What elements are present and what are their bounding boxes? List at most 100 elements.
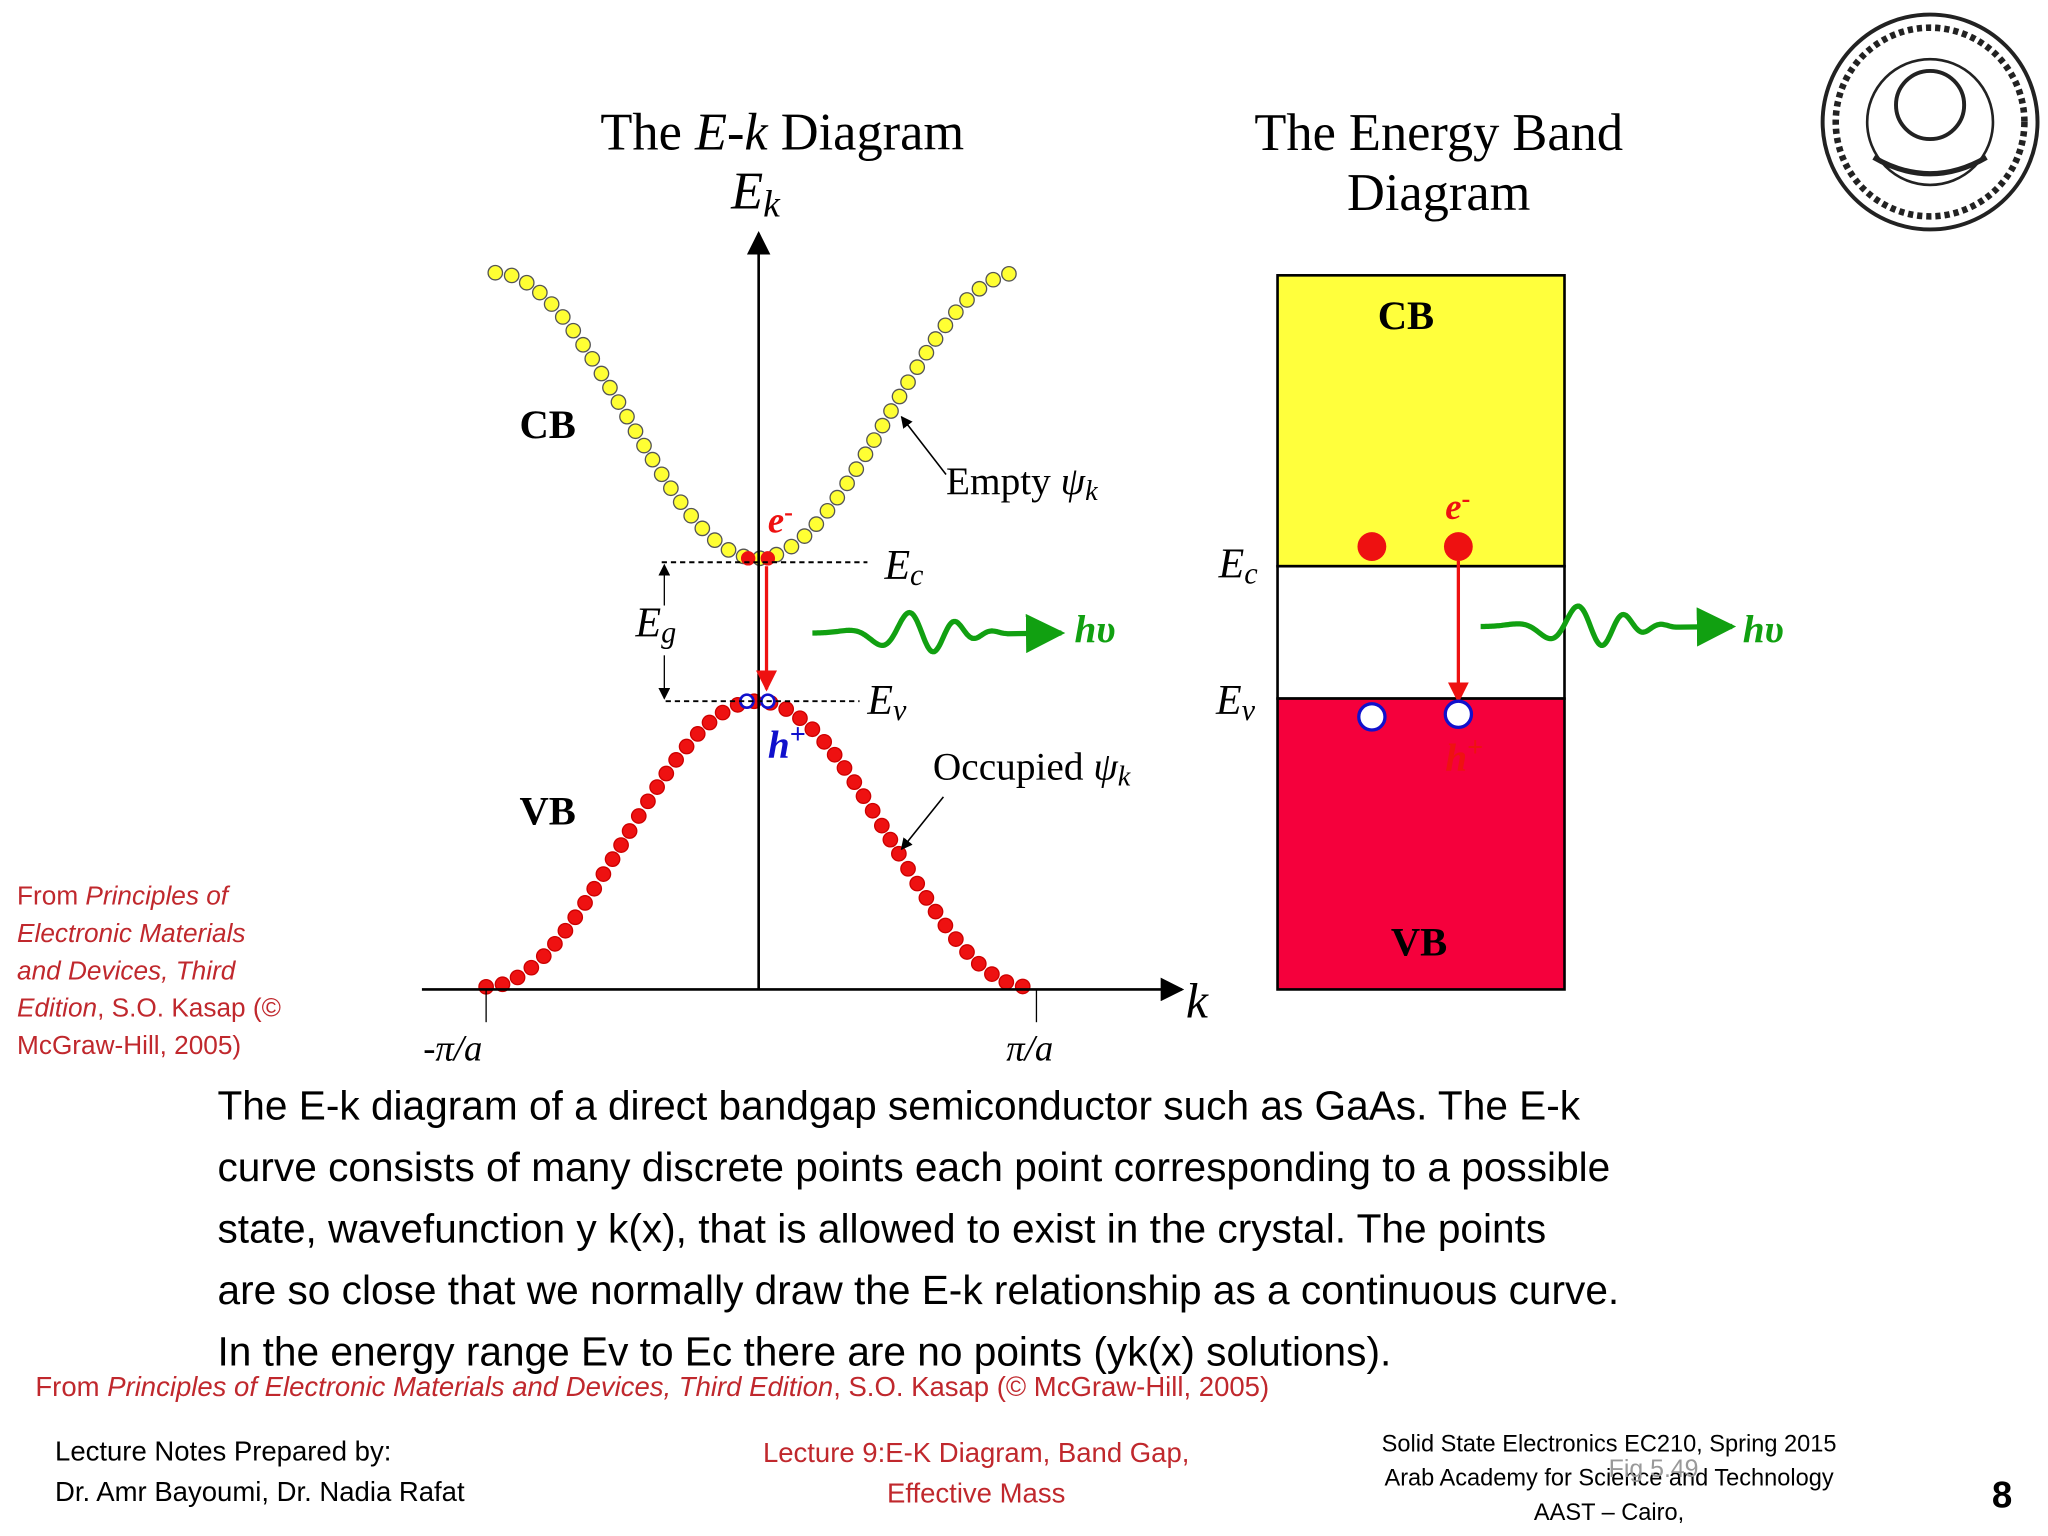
- vb-state: [959, 944, 975, 960]
- diagram-marks: [421, 231, 1737, 1023]
- vb-state: [535, 948, 552, 965]
- k-max-label-part: π/a: [1006, 1028, 1053, 1069]
- k-min-label: -π/a: [423, 1028, 482, 1069]
- ec-label-part: E: [1218, 541, 1245, 587]
- electron: [1357, 532, 1387, 561]
- band-title: Diagram: [1347, 164, 1530, 222]
- footer-right: AAST – Cairo,: [1534, 1499, 1684, 1525]
- ev-label: Ev: [866, 677, 907, 726]
- cb-state: [819, 502, 836, 519]
- source-note-part: From: [35, 1371, 107, 1402]
- figure-number: Fig 5.49: [1609, 1455, 1699, 1483]
- empty-label: Empty ψk: [946, 459, 1098, 507]
- source-note-part: McGraw-Hill, 2005): [17, 1030, 241, 1060]
- pointer: [900, 796, 945, 851]
- vb-state: [998, 974, 1015, 990]
- vb-state: [778, 701, 795, 717]
- electron: [760, 551, 776, 566]
- ec-label-part: c: [1244, 556, 1258, 590]
- footer-right: Arab Academy for Science and Technology: [1384, 1465, 1833, 1491]
- cb-state: [848, 461, 865, 478]
- cb-state: [543, 296, 560, 312]
- source-note: and Devices, Third: [17, 955, 237, 985]
- footer-left: Dr. Amr Bayoumi, Dr. Nadia Rafat: [55, 1476, 465, 1507]
- photon-wave: [812, 609, 1066, 655]
- source-note: From Principles of Electronic Materials …: [35, 1371, 1269, 1402]
- photon-label: hυ: [1074, 607, 1115, 651]
- caption-line: state, wavefunction y k(x), that is allo…: [218, 1206, 1547, 1252]
- cb-state: [971, 280, 988, 297]
- cb-state: [927, 331, 944, 347]
- vb-state: [984, 966, 1000, 982]
- e-axis-label-part: k: [763, 184, 781, 226]
- vb-state: [658, 765, 675, 782]
- vb-state: [792, 710, 808, 727]
- hole: [1443, 699, 1474, 730]
- electron: [740, 551, 756, 566]
- cb-state: [593, 365, 610, 382]
- footer-center: Effective Mass: [887, 1477, 1065, 1508]
- vb-state: [864, 802, 881, 819]
- page-number: 8: [1992, 1475, 2012, 1516]
- occupied-label-part: Occupied: [933, 745, 1093, 789]
- cb-state: [683, 507, 700, 524]
- cb-state: [796, 528, 813, 544]
- vb-state: [909, 875, 926, 892]
- cb-state: [829, 489, 846, 506]
- vb-state: [826, 746, 843, 763]
- eg-label: Eg: [634, 600, 676, 649]
- vb-state: [621, 823, 638, 839]
- cb-state: [985, 271, 1002, 288]
- vb-state: [816, 734, 833, 750]
- hole: [1357, 702, 1387, 732]
- cb-state: [959, 292, 975, 308]
- cb-state: [874, 417, 891, 434]
- ek-title-part: -: [727, 104, 744, 162]
- vb-state: [836, 760, 853, 776]
- band-title: The Energy Band: [1254, 104, 1623, 162]
- cb-state: [487, 264, 504, 281]
- k-axis-label: k: [1186, 974, 1209, 1029]
- hole-label-part: +: [1467, 733, 1483, 764]
- vb-state: [900, 860, 916, 877]
- hole-label-part: h: [768, 722, 790, 766]
- cb-state: [518, 274, 535, 291]
- eg-label-part: g: [661, 615, 676, 649]
- vb-state: [891, 845, 907, 862]
- electron-label-part: e: [1445, 487, 1461, 528]
- hole-label: h+: [1445, 733, 1483, 780]
- ev-label-part: v: [1242, 693, 1256, 727]
- occupied-label: Occupied ψk: [933, 745, 1131, 793]
- cb-state: [891, 388, 908, 405]
- vb-state: [586, 880, 603, 897]
- pointer: [900, 415, 947, 475]
- vb-state: [970, 955, 987, 972]
- ek-title-part: k: [744, 104, 769, 162]
- ec-label-part: c: [910, 558, 924, 592]
- vb-state: [1014, 978, 1031, 995]
- gap-band: [1276, 564, 1566, 700]
- cb-state: [610, 394, 627, 410]
- cb-state: [783, 538, 800, 555]
- footer-center: Lecture 9:E-K Diagram, Band Gap,: [763, 1437, 1189, 1468]
- ev-label-part: v: [893, 693, 907, 727]
- k-min-label-part: -π/a: [423, 1028, 482, 1069]
- cb-state: [503, 267, 520, 284]
- vb-state: [689, 726, 706, 742]
- photon-wave: [1480, 603, 1737, 648]
- e-axis-label: Ek: [730, 163, 781, 226]
- k-max-label: π/a: [1006, 1028, 1053, 1069]
- cb-state: [554, 309, 571, 325]
- electron: [1443, 532, 1473, 561]
- source-note-part: Principles of: [85, 881, 230, 911]
- ek-title-part: E: [694, 104, 727, 162]
- caption-line: are so close that we normally draw the E…: [218, 1267, 1620, 1313]
- hole-label-part: +: [790, 720, 806, 751]
- electron-label-part: -: [1462, 483, 1471, 513]
- cb-state: [653, 466, 670, 483]
- vb-state: [557, 922, 574, 939]
- source-note-part: From: [17, 881, 85, 911]
- vb-state: [927, 903, 944, 920]
- caption-line: In the energy range Ev to Ec there are n…: [218, 1329, 1392, 1375]
